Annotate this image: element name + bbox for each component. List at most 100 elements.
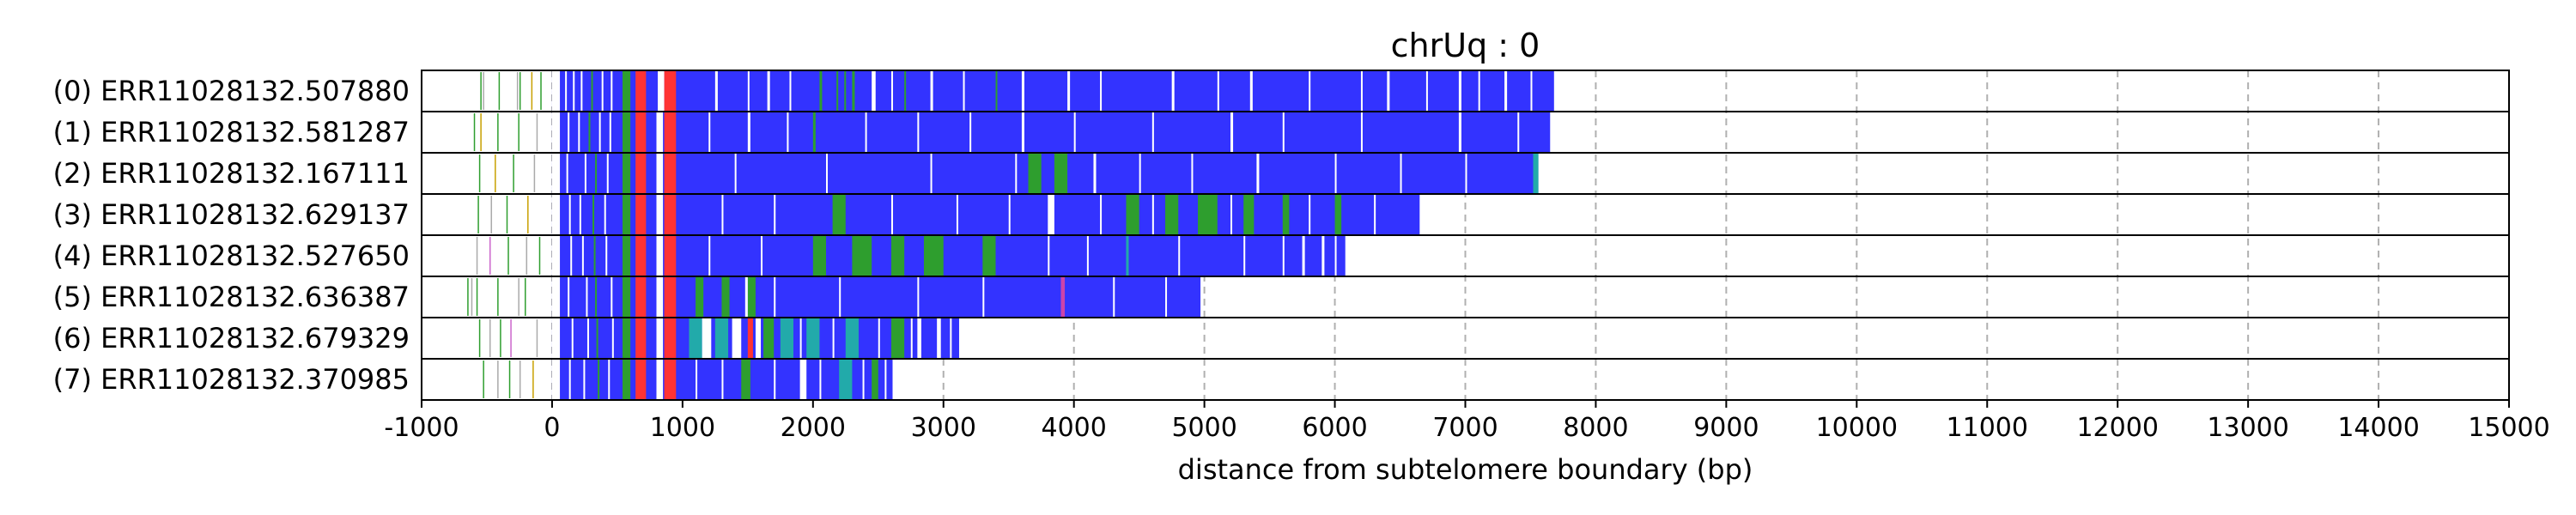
- read-segment: [747, 277, 756, 317]
- pre-boundary-mark: [527, 196, 529, 233]
- read-mark: [591, 71, 593, 111]
- read-label: (1) ERR11028132.581287: [53, 116, 410, 148]
- read-mark: [568, 360, 571, 399]
- read-mark: [787, 112, 789, 152]
- read-mark: [611, 277, 613, 317]
- read-segment: [551, 277, 561, 317]
- read-mark: [982, 277, 985, 317]
- read-labels: (0) ERR11028132.507880 (1) ERR11028132.58…: [53, 75, 410, 396]
- read-segment: [664, 236, 677, 276]
- x-tick-label: 5000: [1171, 413, 1236, 443]
- read-mark: [604, 195, 606, 234]
- read-mark: [1478, 71, 1480, 111]
- read-mark: [1100, 71, 1103, 111]
- read-mark: [1178, 236, 1181, 276]
- read-mark: [819, 360, 822, 399]
- pre-boundary-mark: [525, 278, 526, 316]
- read-mark: [1374, 195, 1376, 234]
- read-segment: [1458, 112, 1461, 152]
- read-mark: [571, 318, 574, 358]
- read-mark: [1048, 236, 1050, 276]
- read-mark: [568, 112, 570, 152]
- read-mark: [878, 318, 880, 358]
- read-segment: [1093, 154, 1097, 193]
- read-mark: [593, 236, 596, 276]
- read-segment: [1256, 154, 1260, 193]
- read-mark: [580, 71, 583, 111]
- read-segment: [741, 360, 750, 399]
- read-mark: [1151, 195, 1154, 234]
- read-mark: [1243, 236, 1246, 276]
- read-mark: [969, 112, 972, 152]
- pre-boundary-mark: [483, 72, 484, 110]
- x-tick-label: 15000: [2468, 413, 2549, 443]
- read-segment: [656, 236, 664, 276]
- read-mark: [774, 195, 776, 234]
- read-mark: [1334, 154, 1337, 193]
- read-segment: [890, 236, 905, 276]
- read-mark: [598, 360, 600, 399]
- read-mark: [611, 71, 613, 111]
- read-label: (5) ERR11028132.636387: [53, 281, 410, 313]
- read-segment: [658, 71, 665, 111]
- read-segment: [890, 318, 905, 358]
- read-segment: [845, 318, 859, 358]
- read-mark: [917, 112, 920, 152]
- read-segment: [1126, 236, 1129, 276]
- read-mark: [1465, 154, 1467, 193]
- x-tick-label: 7000: [1432, 413, 1498, 443]
- read-mark: [930, 154, 933, 193]
- pre-boundary-mark: [536, 319, 538, 357]
- read-track: [422, 193, 2509, 234]
- x-tick-label: 1000: [650, 413, 715, 443]
- x-axis: -1000 0 1000 2000 3000 4000 5000 6000 7000 8000 90…: [384, 70, 2550, 443]
- read-label: (0) ERR11028132.507880: [53, 75, 410, 107]
- pre-boundary-mark: [518, 113, 519, 151]
- read-track: [422, 152, 2509, 193]
- read-segment: [832, 195, 846, 234]
- read-segment: [937, 318, 941, 358]
- read-mark: [917, 277, 920, 317]
- read-mark: [884, 360, 887, 399]
- pre-boundary-mark: [508, 360, 511, 398]
- read-segment: [755, 318, 762, 358]
- read-mark: [573, 71, 575, 111]
- read-segment: [1021, 112, 1024, 152]
- read-mark: [1113, 277, 1115, 317]
- read-segment: [622, 318, 631, 358]
- read-segment: [1334, 195, 1342, 234]
- pre-boundary-mark: [489, 319, 491, 357]
- read-mark: [1282, 236, 1285, 276]
- x-tick-label: 8000: [1563, 413, 1628, 443]
- read-mark: [865, 112, 867, 152]
- read-segment: [763, 318, 775, 358]
- read-bar: [551, 71, 1554, 111]
- pre-boundary-mark: [510, 319, 512, 357]
- read-mark: [568, 277, 570, 317]
- read-segment: [714, 318, 729, 358]
- read-segment: [622, 360, 631, 399]
- pre-boundary-mark: [518, 278, 519, 316]
- read-mark: [586, 277, 588, 317]
- read-tracks: [422, 70, 2509, 399]
- read-segment: [872, 71, 876, 111]
- read-mark: [596, 318, 598, 358]
- read-mark: [789, 71, 792, 111]
- pre-boundary-mark: [471, 278, 473, 316]
- read-mark: [1191, 154, 1194, 193]
- read-segment: [656, 318, 664, 358]
- read-mark: [1282, 112, 1285, 152]
- read-mark: [595, 277, 598, 317]
- read-segment: [551, 71, 561, 111]
- read-mark: [836, 71, 839, 111]
- read-segment: [656, 277, 664, 317]
- x-tick-label: 2000: [781, 413, 846, 443]
- pre-boundary-mark: [478, 319, 481, 357]
- read-segment: [635, 236, 647, 276]
- read-segment: [806, 318, 820, 358]
- read-mark: [910, 318, 913, 358]
- read-mark: [598, 112, 601, 152]
- read-mark: [595, 154, 598, 193]
- read-segment: [664, 360, 677, 399]
